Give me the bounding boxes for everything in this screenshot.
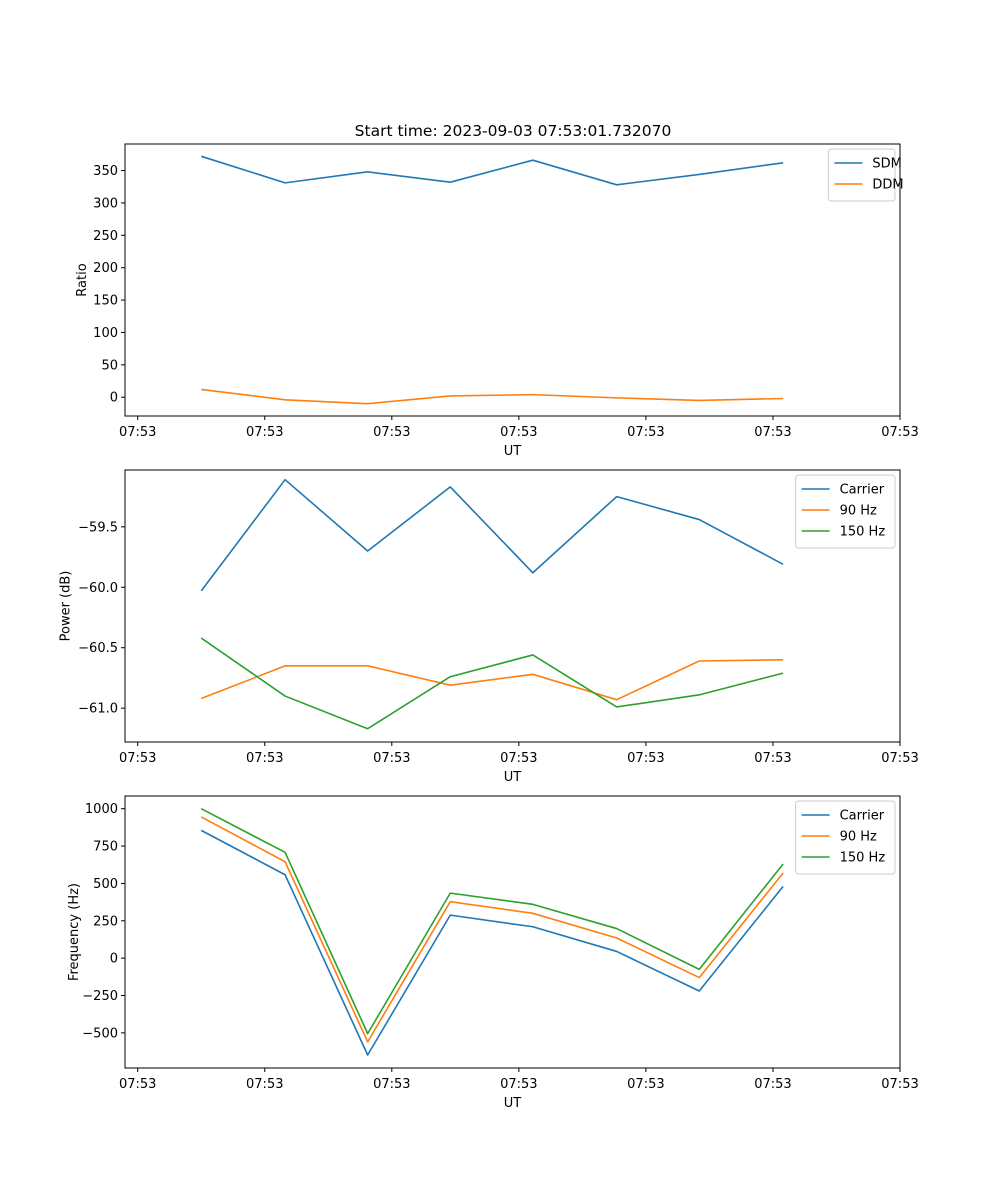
y-tick-label: −59.5 xyxy=(78,520,118,535)
y-tick-label: 250 xyxy=(93,229,118,244)
legend-label: 90 Hz xyxy=(840,830,877,845)
y-tick-label: −500 xyxy=(82,1026,118,1041)
x-tick-label: 07:53 xyxy=(627,751,664,766)
legend-box xyxy=(795,474,896,549)
y-tick-label: 50 xyxy=(101,358,118,373)
y-tick-label: 750 xyxy=(93,840,118,855)
legend-box xyxy=(827,148,896,202)
y-tick-label: −60.0 xyxy=(78,581,118,596)
y-axis-label: Power (dB) xyxy=(59,571,74,642)
x-tick-label: 07:53 xyxy=(881,425,918,440)
chart-panel-2: 07:53 07:53 07:53 07:53 07:53 07:53 07:53 −61.0… xyxy=(59,469,919,785)
series-line-150-hz xyxy=(200,807,784,1035)
y-tick-label: 350 xyxy=(93,164,118,179)
y-tick-label: 150 xyxy=(93,294,118,309)
y-tick-label: −250 xyxy=(82,989,118,1004)
x-tick-label: 07:53 xyxy=(754,1077,791,1092)
x-tick-label: 07:53 xyxy=(373,1077,410,1092)
legend-label: 90 Hz xyxy=(840,504,877,519)
y-tick-label: 100 xyxy=(93,326,118,341)
series-line-carrier xyxy=(200,478,784,592)
legend: Carrier 90 Hz 150 Hz xyxy=(795,474,896,549)
y-tick-label: 0 xyxy=(110,952,118,967)
x-tick-label: 07:53 xyxy=(881,751,918,766)
y-tick-label: 300 xyxy=(93,196,118,211)
y-axis-label: Frequency (Hz) xyxy=(67,883,82,981)
legend-label: SDM xyxy=(872,157,901,172)
y-tick-label: −61.0 xyxy=(78,702,118,717)
y-tick-label: 1000 xyxy=(85,802,118,817)
x-tick-label: 07:53 xyxy=(500,425,537,440)
x-axis-label: UT xyxy=(504,770,522,785)
x-axis-label: UT xyxy=(504,1096,522,1111)
legend-box xyxy=(795,800,896,875)
series-line-90-hz xyxy=(200,816,784,1043)
legend: Carrier 90 Hz 150 Hz xyxy=(795,800,896,875)
legend-label: DDM xyxy=(872,178,903,193)
x-axis-label: UT xyxy=(504,444,522,459)
x-tick-label: 07:53 xyxy=(627,425,664,440)
x-tick-label: 07:53 xyxy=(373,425,410,440)
legend-label: Carrier xyxy=(840,809,885,824)
y-tick-label: 500 xyxy=(93,877,118,892)
x-tick-label: 07:53 xyxy=(119,1077,156,1092)
series-line-carrier xyxy=(200,829,784,1056)
y-tick-label: −60.5 xyxy=(78,641,118,656)
y-tick-label: 200 xyxy=(93,261,118,276)
x-tick-label: 07:53 xyxy=(627,1077,664,1092)
x-tick-label: 07:53 xyxy=(246,425,283,440)
y-axis-label: Ratio xyxy=(75,263,90,296)
legend-label: 150 Hz xyxy=(840,851,886,866)
x-tick-label: 07:53 xyxy=(500,751,537,766)
x-tick-label: 07:53 xyxy=(754,751,791,766)
x-tick-label: 07:53 xyxy=(500,1077,537,1092)
y-tick-label: 0 xyxy=(110,391,118,406)
legend-label: 150 Hz xyxy=(840,525,886,540)
series-line-90-hz xyxy=(200,659,784,701)
y-tick-label: 250 xyxy=(93,914,118,929)
axes-frame xyxy=(124,795,901,1069)
x-tick-label: 07:53 xyxy=(373,751,410,766)
x-tick-label: 07:53 xyxy=(881,1077,918,1092)
series-line-150-hz xyxy=(200,637,784,730)
x-tick-label: 07:53 xyxy=(119,751,156,766)
x-tick-label: 07:53 xyxy=(754,425,791,440)
series-line-ddm xyxy=(201,388,784,405)
axes-frame xyxy=(124,143,901,417)
x-tick-label: 07:53 xyxy=(246,751,283,766)
series-line-sdm xyxy=(200,155,784,186)
legend: SDM DDM xyxy=(827,148,904,202)
x-tick-label: 07:53 xyxy=(119,425,156,440)
legend-label: Carrier xyxy=(840,483,885,498)
chart-panel-1: 07:53 07:53 07:53 07:53 07:53 07:53 07:53 0 50 10… xyxy=(75,143,919,459)
chart-panel-3: 07:53 07:53 07:53 07:53 07:53 07:53 07:53 −500 −… xyxy=(67,795,919,1111)
x-tick-label: 07:53 xyxy=(246,1077,283,1092)
axes-frame xyxy=(124,469,901,743)
chart-title: Start time: 2023-09-03 07:53:01.732070 xyxy=(355,122,672,140)
